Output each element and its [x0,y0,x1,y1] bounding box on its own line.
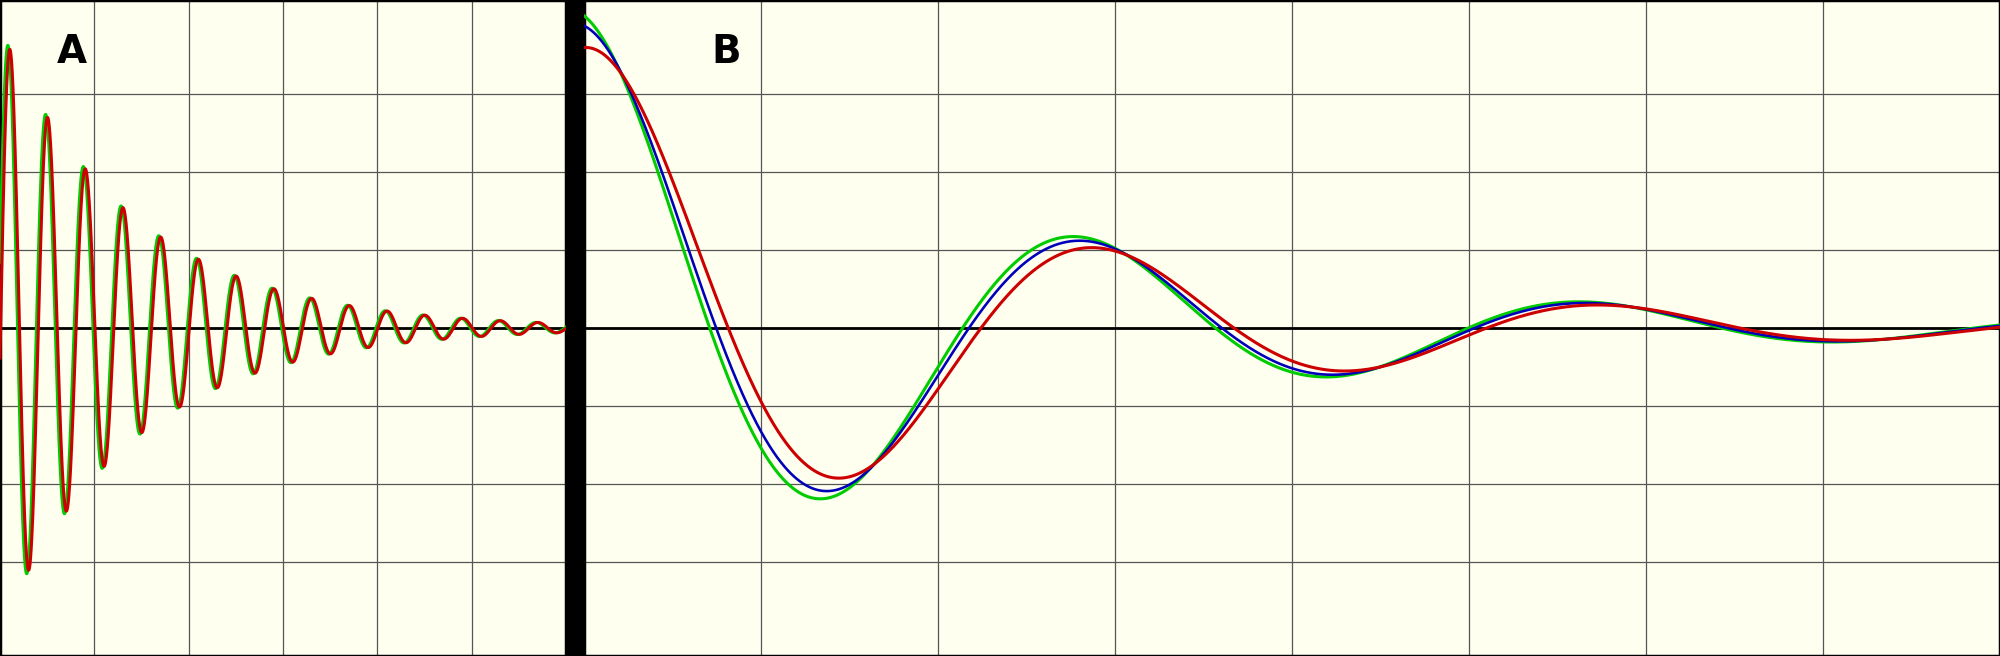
Text: A: A [56,33,86,71]
Text: B: B [712,33,742,71]
